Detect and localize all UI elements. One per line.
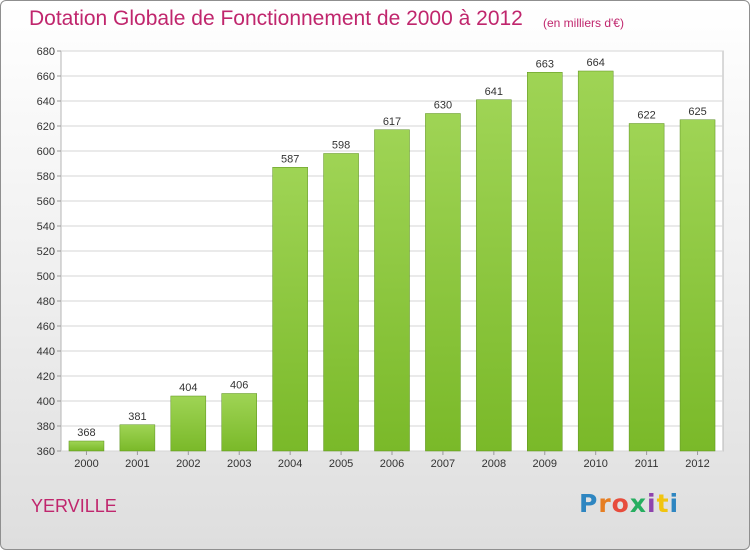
logo-letter: o <box>611 489 630 518</box>
chart-unit: (en milliers d'€) <box>543 16 624 30</box>
y-tick-label: 420 <box>37 371 55 383</box>
y-tick-label: 380 <box>37 421 55 433</box>
data-label: 622 <box>637 110 655 122</box>
x-tick-label: 2011 <box>635 458 659 470</box>
data-label: 630 <box>434 100 452 112</box>
chart-title: Dotation Globale de Fonctionnement de 20… <box>29 7 523 30</box>
logo-letter: x <box>629 489 647 518</box>
bar <box>425 113 461 452</box>
data-label: 617 <box>383 116 401 128</box>
data-label: 406 <box>230 380 248 392</box>
y-tick-label: 360 <box>37 446 55 458</box>
y-tick-label: 600 <box>37 146 55 158</box>
y-tick-label: 440 <box>37 346 55 358</box>
data-label: 368 <box>77 427 95 439</box>
bar <box>476 99 512 452</box>
y-tick-label: 560 <box>37 196 55 208</box>
data-label: 381 <box>128 411 146 423</box>
y-tick-label: 480 <box>37 296 55 308</box>
bar <box>221 393 257 452</box>
data-label: 587 <box>281 153 299 165</box>
y-tick-label: 500 <box>37 271 55 283</box>
y-tick-label: 540 <box>37 221 55 233</box>
bar <box>68 440 105 452</box>
bar <box>628 123 665 452</box>
data-label: 641 <box>485 86 503 98</box>
y-tick-label: 580 <box>37 171 55 183</box>
y-tick-label: 400 <box>37 396 55 408</box>
bar <box>119 424 156 452</box>
data-label: 598 <box>332 140 350 152</box>
x-tick-label: 2007 <box>431 458 455 470</box>
bar <box>323 153 359 452</box>
logo-letter: i <box>647 489 657 518</box>
y-tick-label: 620 <box>37 121 55 133</box>
bar <box>272 167 308 452</box>
x-tick-label: 2005 <box>329 458 353 470</box>
logo-letter: P <box>579 489 599 518</box>
y-tick-label: 680 <box>37 46 55 58</box>
x-tick-label: 2000 <box>74 458 98 470</box>
bar <box>577 70 614 452</box>
bar <box>170 395 207 452</box>
x-tick-label: 2008 <box>482 458 506 470</box>
x-tick-label: 2002 <box>176 458 200 470</box>
x-tick-label: 2009 <box>533 458 557 470</box>
bar <box>527 72 563 452</box>
data-label: 663 <box>536 58 554 70</box>
data-label: 664 <box>587 57 605 69</box>
data-label: 404 <box>179 382 197 394</box>
x-tick-label: 2001 <box>125 458 149 470</box>
x-tick-label: 2012 <box>685 458 709 470</box>
y-tick-label: 460 <box>37 321 55 333</box>
x-tick-label: 2003 <box>227 458 251 470</box>
proxiti-logo: Proxiti <box>579 489 679 518</box>
logo-letter: i <box>669 489 680 518</box>
y-tick-label: 660 <box>37 71 55 83</box>
commune-name: YERVILLE <box>31 496 117 516</box>
logo-letter: t <box>656 489 670 518</box>
y-tick-label: 640 <box>37 96 55 108</box>
logo-letter: r <box>598 489 612 518</box>
bar <box>374 129 410 452</box>
x-tick-label: 2004 <box>278 458 302 470</box>
data-label: 625 <box>688 106 706 118</box>
x-tick-label: 2006 <box>380 458 404 470</box>
bar <box>679 119 716 452</box>
x-tick-label: 2010 <box>583 458 607 470</box>
y-tick-label: 520 <box>37 246 55 258</box>
